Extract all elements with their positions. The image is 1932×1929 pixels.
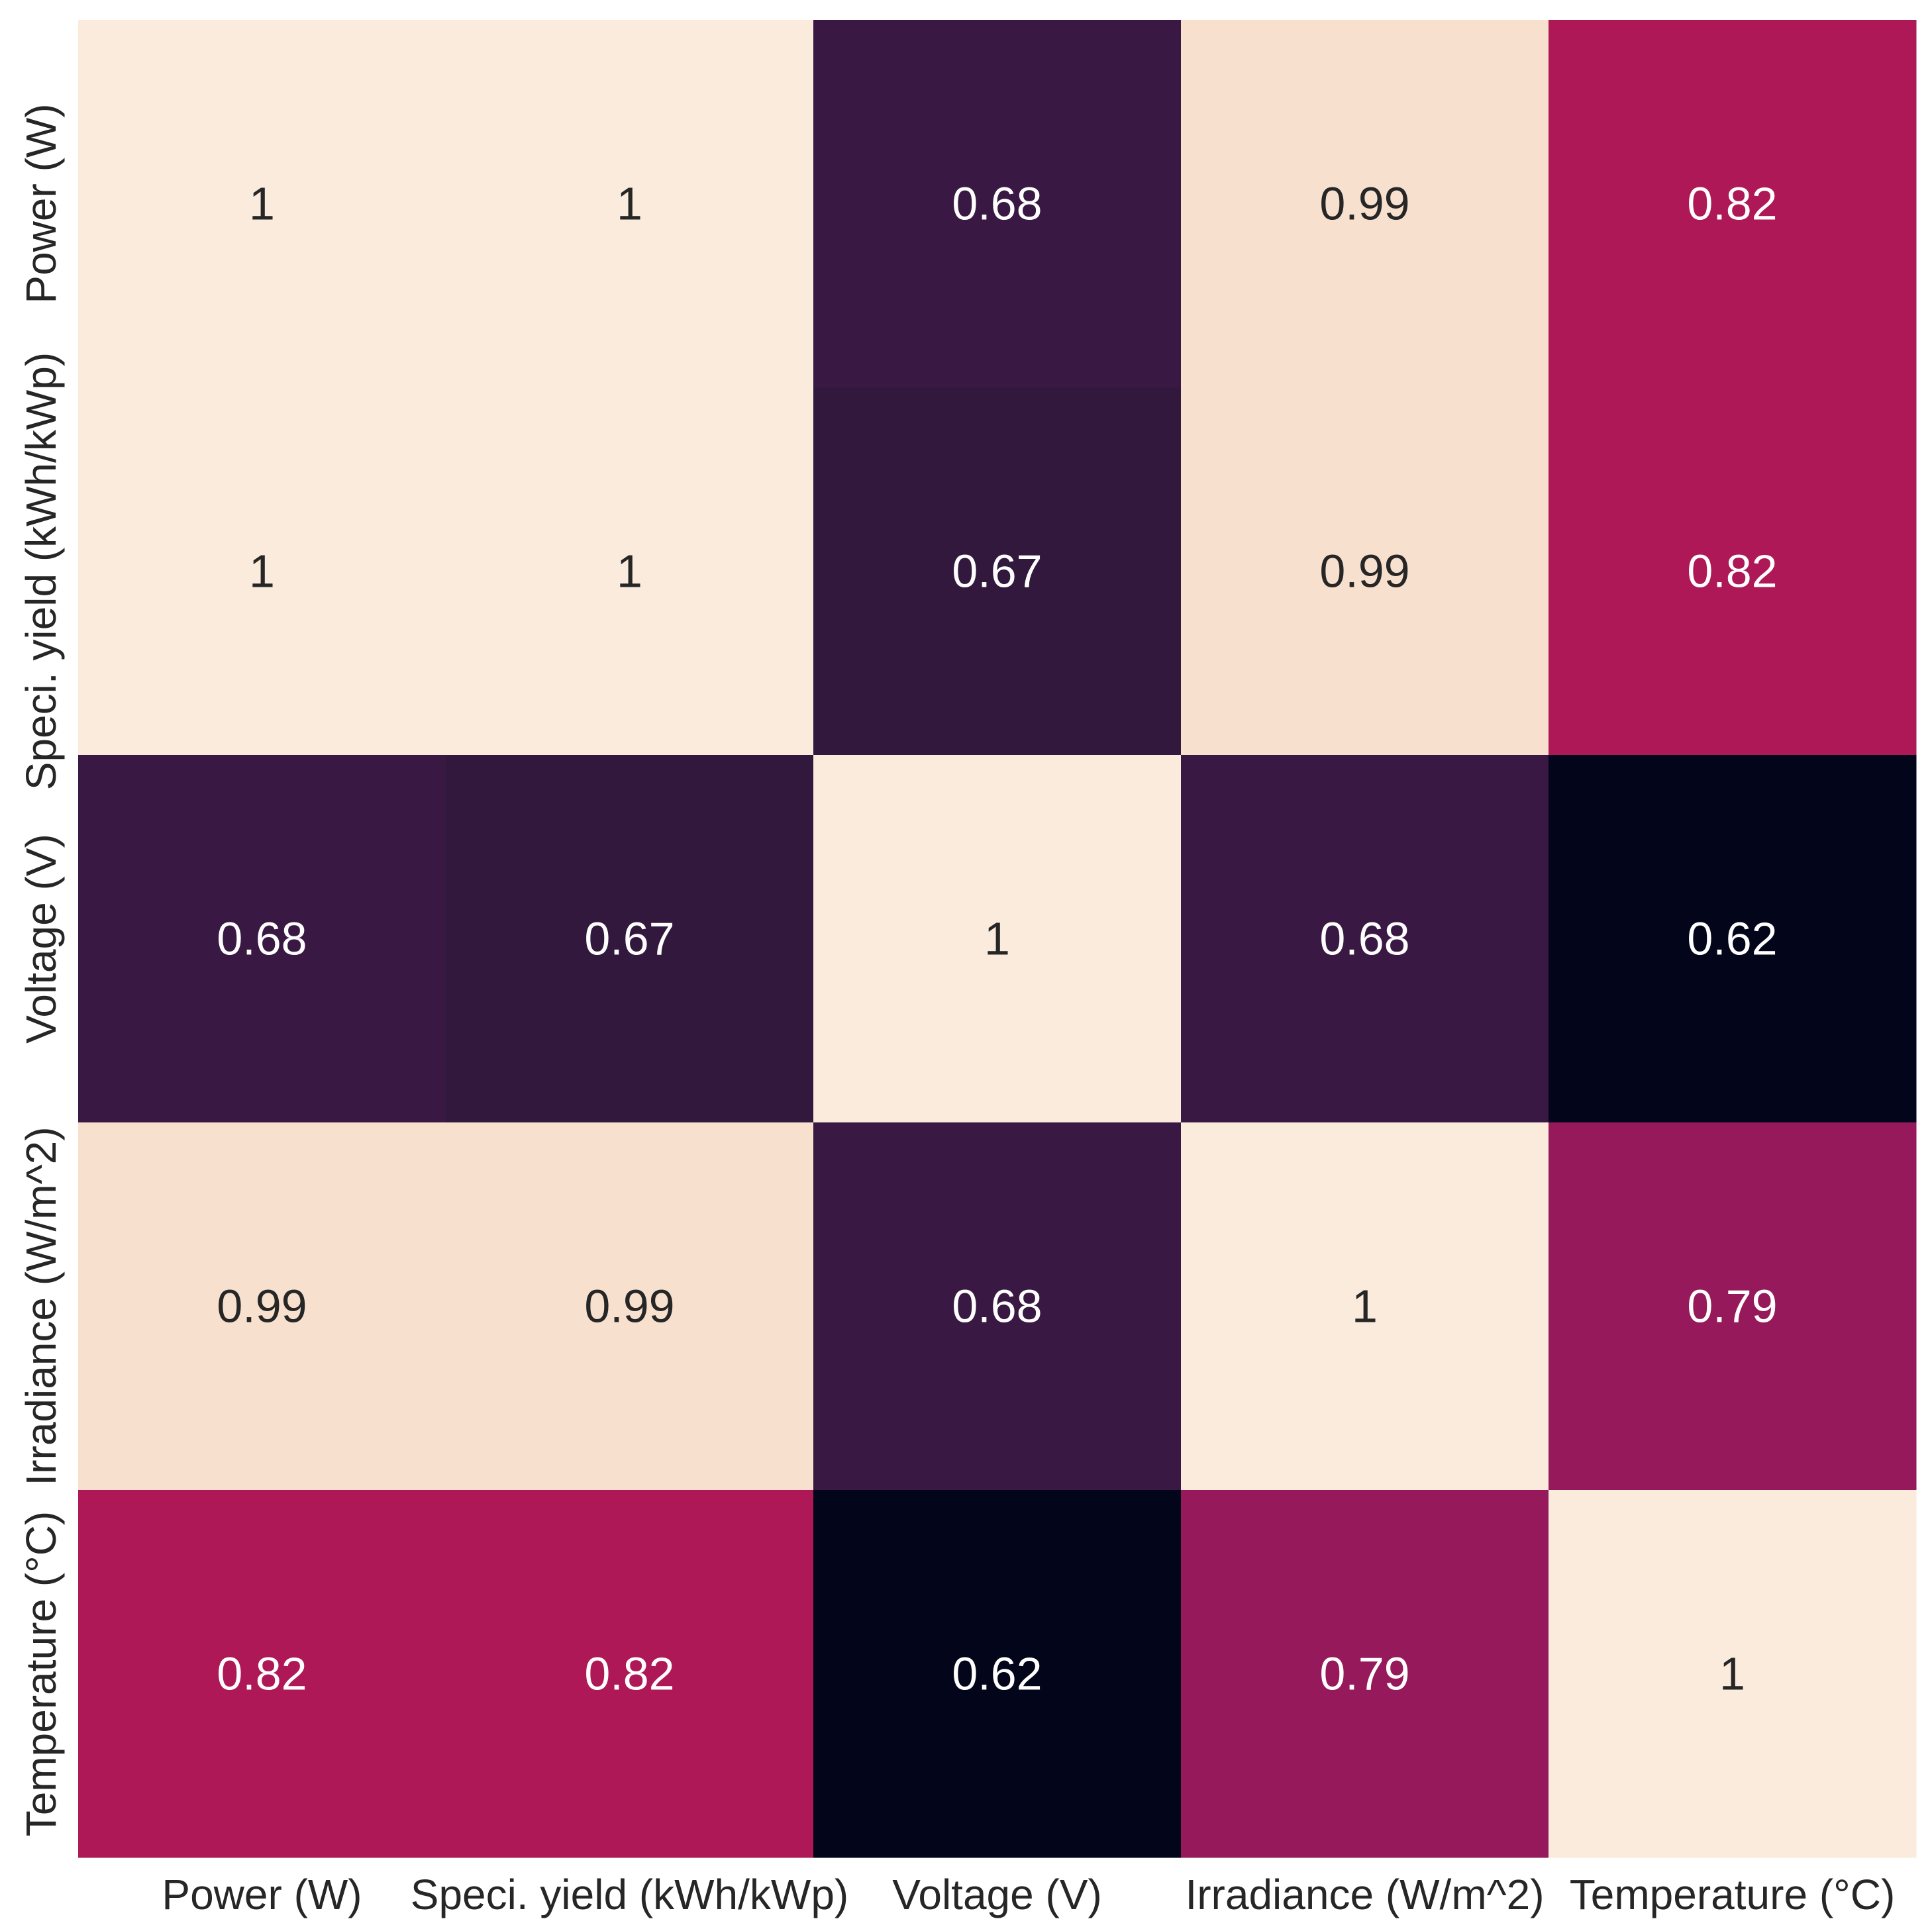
heatmap-cell-r3-c0 [78, 1122, 446, 1491]
cell-value-label-r0-c1: 1 [617, 178, 642, 230]
heatmap-cell-r2-c0 [78, 755, 446, 1123]
heatmap-cell-labels: 1 1 0.68 0.99 0.82 1 1 0.67 0.99 0.82 0.68 0.67 1 0.6… [217, 178, 1777, 1700]
cell-value-label-r1-c0: 1 [249, 546, 275, 597]
cell-value-label-r3-c0: 0.99 [217, 1281, 307, 1332]
y-tick-label-2: Voltage (V) [17, 834, 65, 1044]
cell-value-label-r4-c4: 1 [1719, 1648, 1745, 1700]
cell-value-label-r4-c2: 0.62 [952, 1648, 1042, 1700]
cell-value-label-r2-c2: 1 [984, 913, 1010, 965]
heatmap-cell-r2-c1 [446, 755, 814, 1123]
heatmap-cell-r1-c0 [78, 387, 446, 756]
y-tick-label-3: Irradiance (W/m^2) [17, 1126, 65, 1485]
cell-value-label-r1-c2: 0.67 [952, 546, 1042, 597]
cell-value-label-r4-c0: 0.82 [217, 1648, 307, 1700]
x-axis-tick-labels: Power (W) Speci. yield (kWh/kWp) Voltage (… [162, 1871, 1895, 1918]
heatmap-cell-r0-c4 [1549, 20, 1917, 388]
heatmap-cell-r4-c1 [446, 1490, 814, 1858]
heatmap-cell-r1-c1 [446, 387, 814, 756]
cell-value-label-r0-c2: 0.68 [952, 178, 1042, 230]
heatmap-cell-r1-c4 [1549, 387, 1917, 756]
heatmap-cell-r0-c2 [813, 20, 1182, 388]
y-tick-label-4: Temperature (°C) [17, 1511, 65, 1837]
cell-value-label-r1-c3: 0.99 [1319, 546, 1409, 597]
heatmap-cell-r1-c2 [813, 387, 1182, 756]
cell-value-label-r0-c4: 0.82 [1687, 178, 1777, 230]
heatmap-cell-r4-c2 [813, 1490, 1182, 1858]
heatmap-cell-r0-c1 [446, 20, 814, 388]
heatmap-cell-r3-c2 [813, 1122, 1182, 1491]
x-tick-label-0: Power (W) [162, 1871, 362, 1918]
cell-value-label-r2-c0: 0.68 [217, 913, 307, 965]
y-tick-label-0: Power (W) [17, 103, 65, 303]
heatmap-cell-r4-c0 [78, 1490, 446, 1858]
y-tick-label-1: Speci. yield (kWh/kWp) [17, 352, 65, 790]
x-tick-label-1: Speci. yield (kWh/kWp) [411, 1871, 848, 1918]
heatmap-cell-r3-c1 [446, 1122, 814, 1491]
cell-value-label-r0-c3: 0.99 [1319, 178, 1409, 230]
cell-value-label-r2-c1: 0.67 [584, 913, 674, 965]
heatmap-cells [78, 20, 1917, 1858]
cell-value-label-r4-c1: 0.82 [584, 1648, 674, 1700]
cell-value-label-r2-c3: 0.68 [1319, 913, 1409, 965]
heatmap-cell-r0-c3 [1181, 20, 1549, 388]
heatmap-cell-r3-c3 [1181, 1122, 1549, 1491]
heatmap-cell-r1-c3 [1181, 387, 1549, 756]
cell-value-label-r3-c4: 0.79 [1687, 1281, 1777, 1332]
cell-value-label-r0-c0: 1 [249, 178, 275, 230]
cell-value-label-r4-c3: 0.79 [1319, 1648, 1409, 1700]
cell-value-label-r3-c3: 1 [1352, 1281, 1378, 1332]
heatmap-cell-r2-c4 [1549, 755, 1917, 1123]
heatmap-cell-r2-c2 [813, 755, 1182, 1123]
cell-value-label-r3-c2: 0.68 [952, 1281, 1042, 1332]
x-tick-label-2: Voltage (V) [892, 1871, 1102, 1918]
heatmap-cell-r4-c4 [1549, 1490, 1917, 1858]
x-tick-label-4: Temperature (°C) [1570, 1871, 1896, 1918]
cell-value-label-r1-c4: 0.82 [1687, 546, 1777, 597]
cell-value-label-r3-c1: 0.99 [584, 1281, 674, 1332]
heatmap-cell-r2-c3 [1181, 755, 1549, 1123]
heatmap-cell-r3-c4 [1549, 1122, 1917, 1491]
cell-value-label-r1-c1: 1 [617, 546, 642, 597]
heatmap-cell-r4-c3 [1181, 1490, 1549, 1858]
x-tick-label-3: Irradiance (W/m^2) [1185, 1871, 1544, 1918]
cell-value-label-r2-c4: 0.62 [1687, 913, 1777, 965]
y-axis-tick-labels: Power (W) Speci. yield (kWh/kWp) Voltage (… [17, 103, 65, 1836]
heatmap-cell-r0-c0 [78, 20, 446, 388]
